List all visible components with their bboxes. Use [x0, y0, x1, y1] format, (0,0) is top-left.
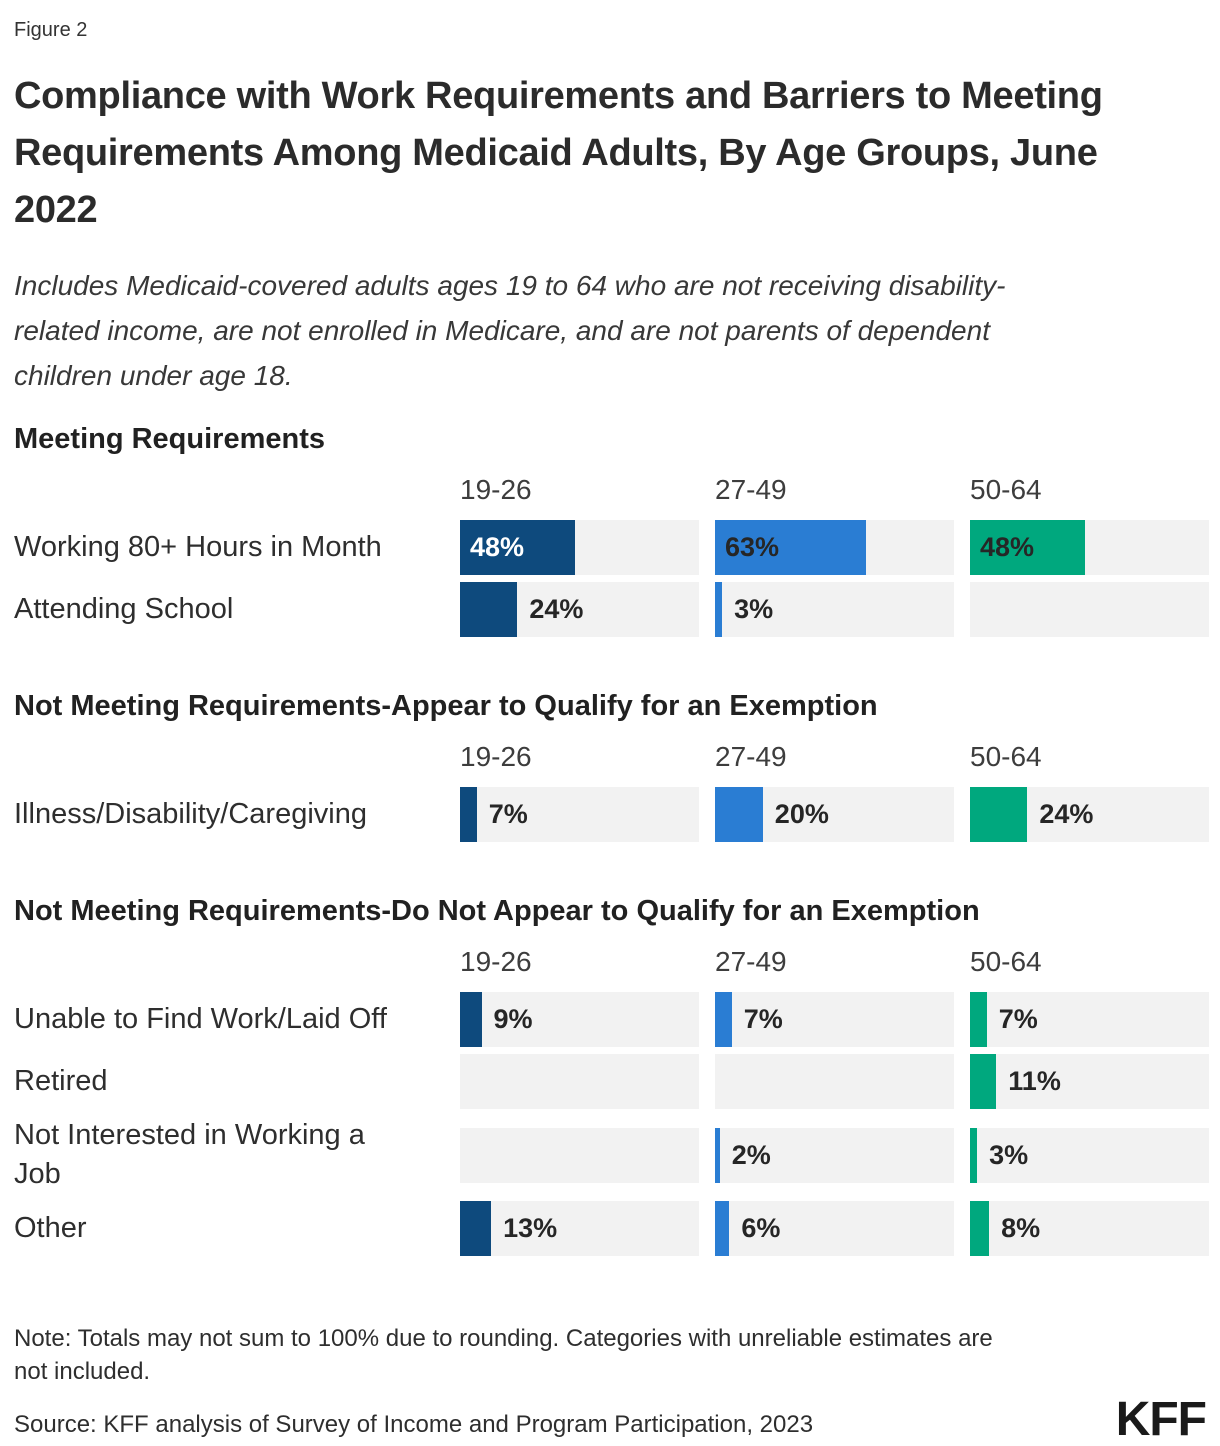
bar-value-label: 24% — [529, 594, 584, 624]
bar-track: 2% — [715, 1127, 954, 1183]
bar-value-label: 7% — [998, 1004, 1038, 1034]
bar-27-49 — [715, 582, 723, 637]
age-group-label: 19-26 — [460, 474, 532, 505]
bar-track: 11% — [970, 1054, 1209, 1109]
bar-value-label: 9% — [493, 1004, 533, 1034]
bar-track: 7% — [460, 787, 699, 842]
bar-track — [460, 1054, 699, 1109]
row-label: Illness/Disability/Caregiving — [14, 798, 367, 830]
age-group-header-row: 19-26 27-49 50-64 — [14, 741, 1206, 773]
bar-value-label: 63% — [725, 532, 780, 562]
chart-row: Attending School 24% 3% — [14, 582, 1209, 637]
row-label: Not Interested in Working a Job — [14, 1119, 365, 1190]
row-label: Other — [14, 1212, 87, 1244]
kff-logo: KFF — [1115, 1393, 1207, 1446]
section-header: Not Meeting Requirements-Do Not Appear t… — [14, 895, 980, 927]
bar-value-label: 24% — [1039, 799, 1094, 829]
age-group-header-row: 19-26 27-49 50-64 — [14, 474, 1206, 506]
section-header: Meeting Requirements — [14, 423, 325, 455]
chart-sections: Meeting Requirements 19-26 27-49 50-64 Worki… — [14, 422, 1209, 1256]
bar-track: 48% — [460, 520, 699, 575]
chart-section: Not Meeting Requirements-Appear to Quali… — [14, 689, 1209, 842]
age-group-label: 50-64 — [970, 946, 1042, 977]
chart-row: Retired 11% — [14, 1054, 1209, 1109]
bar-value-label: 7% — [488, 799, 528, 829]
bar-27-49 — [715, 787, 763, 842]
age-group-label: 27-49 — [715, 741, 787, 772]
bar-track: 48% — [970, 520, 1209, 575]
bar-50-64: 48% — [970, 520, 1085, 575]
age-group-label: 19-26 — [460, 946, 532, 977]
bar-value-label: 13% — [503, 1213, 558, 1243]
page-title: Compliance with Work Requirements and Ba… — [14, 75, 1103, 231]
footer: Source: KFF analysis of Survey of Income… — [14, 1393, 1207, 1446]
age-group-label: 50-64 — [970, 741, 1042, 772]
bar-value-label: 11% — [1008, 1066, 1061, 1096]
bar-value-label: 8% — [1001, 1213, 1041, 1243]
bar-track: 24% — [460, 582, 699, 637]
chart-section: Not Meeting Requirements-Do Not Appear t… — [14, 894, 1209, 1256]
bar-track: 13% — [460, 1201, 699, 1256]
age-group-label: 27-49 — [715, 946, 787, 977]
section-header: Not Meeting Requirements-Appear to Quali… — [14, 690, 878, 722]
chart-section: Meeting Requirements 19-26 27-49 50-64 Worki… — [14, 422, 1209, 637]
bar-track — [970, 582, 1209, 637]
chart-row: Not Interested in Working a Job 2% 3% — [14, 1116, 1209, 1194]
subtitle: Includes Medicaid-covered adults ages 19… — [14, 270, 1006, 391]
bar-value-label: 2% — [731, 1139, 771, 1170]
chart-row: Unable to Find Work/Laid Off 9% 7% 7% — [14, 992, 1209, 1047]
bar-track: 8% — [970, 1201, 1209, 1256]
age-group-label: 50-64 — [970, 474, 1042, 505]
bar-value-label: 6% — [741, 1213, 781, 1243]
bar-19-26 — [460, 1201, 492, 1256]
bar-50-64 — [970, 1054, 997, 1109]
row-label: Working 80+ Hours in Month — [14, 531, 382, 563]
bar-value-label: 3% — [734, 594, 774, 624]
bar-value-label: 7% — [743, 1004, 783, 1034]
age-group-header-row: 19-26 27-49 50-64 — [14, 946, 1206, 978]
bar-27-49 — [715, 1127, 720, 1183]
bar-value-label: 48% — [980, 532, 1035, 562]
bar-50-64 — [970, 1201, 990, 1256]
row-label: Attending School — [14, 593, 234, 625]
bar-50-64 — [970, 1127, 978, 1183]
age-group-label: 27-49 — [715, 474, 787, 505]
age-group-label: 19-26 — [460, 741, 532, 772]
source-text: Source: KFF analysis of Survey of Income… — [14, 1411, 814, 1438]
bar-value-label: 48% — [470, 532, 525, 562]
bar-track: 20% — [715, 787, 954, 842]
bar-track — [460, 1127, 699, 1183]
chart-row: Working 80+ Hours in Month 48% 63% 48% — [14, 520, 1209, 575]
chart-row: Illness/Disability/Caregiving 7% 20% 24% — [14, 787, 1209, 842]
chart-row: Other 13% 6% 8% — [14, 1201, 1209, 1256]
bar-track: 6% — [715, 1201, 954, 1256]
bar-19-26 — [460, 787, 477, 842]
bar-track: 24% — [970, 787, 1209, 842]
bar-19-26 — [460, 582, 518, 637]
bar-50-64 — [970, 992, 987, 1047]
bar-27-49: 63% — [715, 520, 866, 575]
bar-track: 7% — [970, 992, 1209, 1047]
bar-track: 3% — [715, 582, 954, 637]
note-text: Note: Totals may not sum to 100% due to … — [14, 1325, 993, 1385]
bar-19-26 — [460, 992, 482, 1047]
bar-value-label: 3% — [989, 1139, 1029, 1170]
bar-track: 9% — [460, 992, 699, 1047]
bar-value-label: 20% — [774, 799, 829, 829]
bar-track: 3% — [970, 1127, 1209, 1183]
bar-19-26: 48% — [460, 520, 575, 575]
row-label: Retired — [14, 1065, 108, 1097]
bar-50-64 — [970, 787, 1028, 842]
figure-label: Figure 2 — [14, 19, 88, 41]
row-label: Unable to Find Work/Laid Off — [14, 1003, 387, 1035]
bar-track: 7% — [715, 992, 954, 1047]
bar-27-49 — [715, 992, 732, 1047]
bar-track: 63% — [715, 520, 954, 575]
bar-track — [715, 1054, 954, 1109]
bar-27-49 — [715, 1201, 730, 1256]
